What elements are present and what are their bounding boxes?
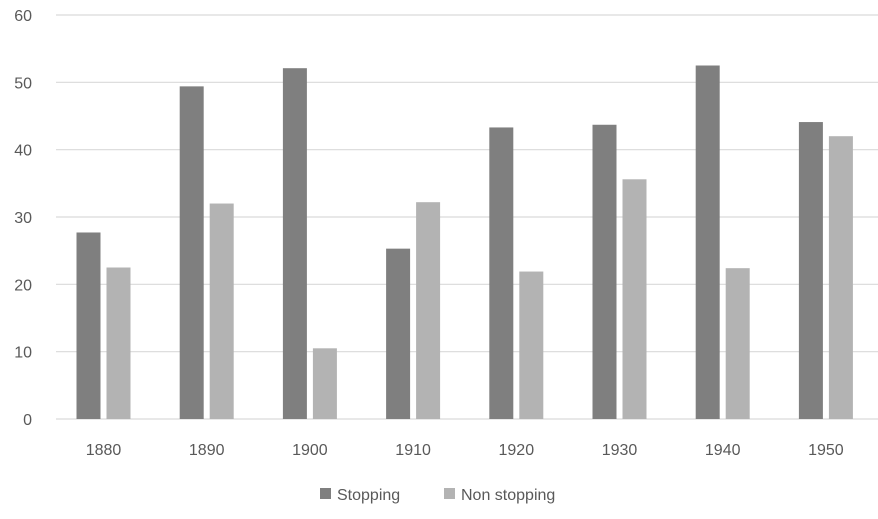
x-tick-label: 1880	[86, 442, 122, 459]
y-tick-label: 30	[14, 210, 32, 227]
y-axis-ticks: 0 10 20 30 40 50 60	[14, 8, 32, 429]
x-tick-label: 1890	[189, 442, 225, 459]
x-tick-label: 1920	[499, 442, 535, 459]
bar-stopping-1880	[76, 232, 101, 419]
x-axis-ticks: 1880 1890 1900 1910 1920 1930 1940 1950	[86, 442, 844, 459]
legend-swatch-non-stopping	[444, 488, 455, 499]
legend: Stopping Non stopping	[320, 487, 555, 504]
bar-non-stopping-1930	[622, 179, 647, 419]
x-tick-label: 1910	[395, 442, 431, 459]
bar-non-stopping-1890	[209, 203, 234, 419]
x-tick-label: 1900	[292, 442, 328, 459]
legend-label: Stopping	[337, 487, 400, 504]
bar-stopping-1930	[592, 124, 617, 420]
x-tick-label: 1930	[602, 442, 638, 459]
x-tick-label: 1940	[705, 442, 741, 459]
y-tick-label: 50	[14, 75, 32, 92]
bar-non-stopping-1910	[416, 202, 441, 419]
bar-stopping-1900	[282, 68, 307, 420]
x-tick-label: 1950	[808, 442, 844, 459]
y-tick-label: 60	[14, 8, 32, 25]
y-tick-label: 40	[14, 143, 32, 160]
y-tick-label: 20	[14, 277, 32, 294]
gridlines	[56, 14, 878, 420]
bars	[76, 65, 853, 420]
bar-stopping-1950	[798, 122, 823, 419]
y-tick-label: 0	[23, 412, 32, 429]
bar-non-stopping-1940	[725, 268, 750, 419]
bar-non-stopping-1900	[312, 348, 337, 419]
bar-stopping-1890	[179, 86, 204, 419]
bar-stopping-1940	[695, 65, 720, 419]
bar-non-stopping-1920	[519, 271, 544, 419]
bar-stopping-1910	[386, 248, 411, 419]
bar-non-stopping-1950	[828, 136, 853, 419]
legend-swatch-stopping	[320, 488, 331, 499]
bar-non-stopping-1880	[106, 267, 131, 419]
bar-stopping-1920	[489, 127, 514, 420]
legend-label: Non stopping	[461, 487, 555, 504]
y-tick-label: 10	[14, 345, 32, 362]
